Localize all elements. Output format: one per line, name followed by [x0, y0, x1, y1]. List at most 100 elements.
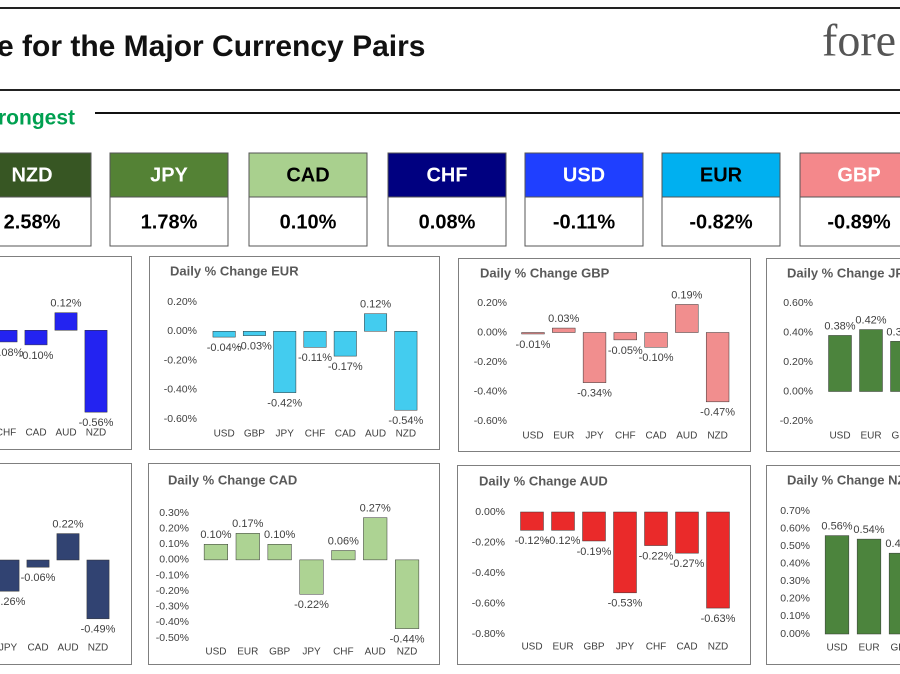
x-tick-label: JPY — [276, 429, 295, 440]
value-label: -0.42% — [267, 398, 302, 410]
value-label: -0.19% — [577, 546, 612, 558]
y-tick-label: 0.20% — [477, 297, 507, 309]
chart-panel: Daily % Change NZD 0.70% 0.60% 0.50% 0.40% 0.… — [766, 465, 900, 665]
value-label: -0.06% — [21, 572, 56, 584]
currency-value-cell — [661, 196, 781, 247]
x-tick-label: JPY — [302, 647, 321, 658]
value-label: -0.04% — [207, 342, 242, 354]
x-tick-label: CHF — [646, 642, 667, 653]
bar — [890, 341, 900, 392]
x-tick-label: AUD — [365, 429, 386, 440]
currency-value-cell — [799, 196, 900, 247]
value-label: 0.10% — [200, 529, 231, 541]
y-tick-label: 0.40% — [783, 326, 813, 338]
currency-name: CHF — [426, 164, 467, 186]
y-tick-label: 0.00% — [475, 506, 505, 518]
currency-value-cell — [248, 196, 368, 247]
y-tick-label: -0.40% — [156, 616, 189, 628]
value-label: -0.56% — [79, 417, 114, 429]
bar — [84, 330, 108, 413]
currency-change: -0.89% — [827, 211, 891, 233]
currency-box: CHF 0.08% — [387, 152, 507, 247]
bar — [613, 511, 637, 594]
chart-title: Daily % Change AUD — [479, 473, 608, 488]
value-label: 0.12% — [50, 298, 81, 310]
value-label: -0.22% — [294, 599, 329, 611]
chart-title: Daily % Change GBP — [480, 265, 610, 280]
value-label: 0.42% — [855, 314, 886, 326]
y-tick-label: 0.60% — [780, 522, 810, 534]
currency-name: JPY — [150, 164, 188, 186]
x-tick-label: USD — [522, 431, 543, 442]
y-tick-label: 0.40% — [780, 557, 810, 569]
x-tick-label: EUR — [237, 647, 258, 658]
x-tick-label: CAD — [335, 429, 356, 440]
y-tick-label: -0.60% — [164, 413, 197, 425]
value-label: -0.27% — [670, 558, 705, 570]
bar — [856, 538, 882, 635]
y-tick-label: -0.20% — [780, 415, 813, 427]
value-label: 0.10% — [264, 529, 295, 541]
x-tick-label: CAD — [676, 642, 697, 653]
y-tick-label: -0.20% — [164, 354, 197, 366]
bar — [212, 331, 236, 338]
bar — [552, 327, 576, 333]
x-tick-label: USD — [214, 429, 235, 440]
bar — [0, 559, 20, 592]
bar — [675, 304, 699, 333]
y-tick-label: -0.80% — [472, 628, 505, 640]
value-label: 0.03% — [548, 313, 579, 325]
x-tick-label: CAD — [646, 431, 667, 442]
currency-name: USD — [563, 164, 605, 186]
bar — [395, 559, 420, 629]
panel-frame — [0, 463, 132, 665]
y-tick-label: 0.50% — [780, 540, 810, 552]
x-tick-label: USD — [826, 643, 847, 654]
value-label: 0.06% — [328, 535, 359, 547]
bar — [644, 332, 668, 348]
bar — [644, 511, 668, 546]
chart-panel: JPY -0.26% CAD -0.06% AUD 0.22% NZD -0.49% — [0, 463, 132, 665]
y-tick-label: 0.30% — [780, 575, 810, 587]
x-tick-label: USD — [205, 647, 226, 658]
ranking-label: rongest — [0, 107, 75, 130]
panel-frame — [148, 463, 440, 665]
y-tick-label: -0.40% — [164, 384, 197, 396]
currency-value-cell — [387, 196, 507, 247]
value-label: -0.44% — [390, 634, 425, 646]
bar — [705, 332, 730, 403]
x-tick-label: USD — [829, 431, 850, 442]
x-tick-label: AUD — [57, 643, 78, 654]
value-label: -0.10% — [19, 350, 54, 362]
x-tick-label: JPY — [616, 642, 635, 653]
bar — [364, 313, 388, 332]
currency-box: NZD 2.58% — [0, 152, 92, 247]
y-tick-label: -0.60% — [474, 415, 507, 427]
bar — [24, 330, 48, 346]
bar — [521, 332, 545, 335]
currency-box: CAD 0.10% — [248, 152, 368, 247]
y-tick-label: 0.20% — [780, 593, 810, 605]
bar — [242, 331, 266, 336]
value-label: 0.54% — [853, 524, 884, 536]
bar — [824, 535, 850, 635]
x-tick-label: EUR — [858, 643, 879, 654]
value-label: -0.63% — [701, 613, 736, 625]
chart-title: Daily % Change JPY — [787, 265, 900, 280]
x-tick-label: CHF — [333, 647, 354, 658]
value-label: 0.38% — [824, 320, 855, 332]
value-label: -0.11% — [298, 352, 332, 364]
x-tick-label: GBP — [583, 642, 604, 653]
bar — [26, 559, 50, 568]
y-tick-label: -0.20% — [474, 356, 507, 368]
currency-value-cell — [109, 196, 229, 247]
y-tick-label: -0.10% — [156, 569, 189, 581]
chart-panel: Daily % Change GBP 0.20% 0.00% -0.20% -0.40%… — [458, 258, 751, 452]
x-tick-label: GBP — [244, 429, 265, 440]
x-tick-label: JPY — [0, 643, 17, 654]
value-label: 0.19% — [671, 289, 702, 301]
y-tick-label: -0.60% — [472, 597, 505, 609]
currency-value-cell — [0, 196, 92, 247]
bar — [828, 335, 852, 392]
bar — [0, 330, 18, 343]
